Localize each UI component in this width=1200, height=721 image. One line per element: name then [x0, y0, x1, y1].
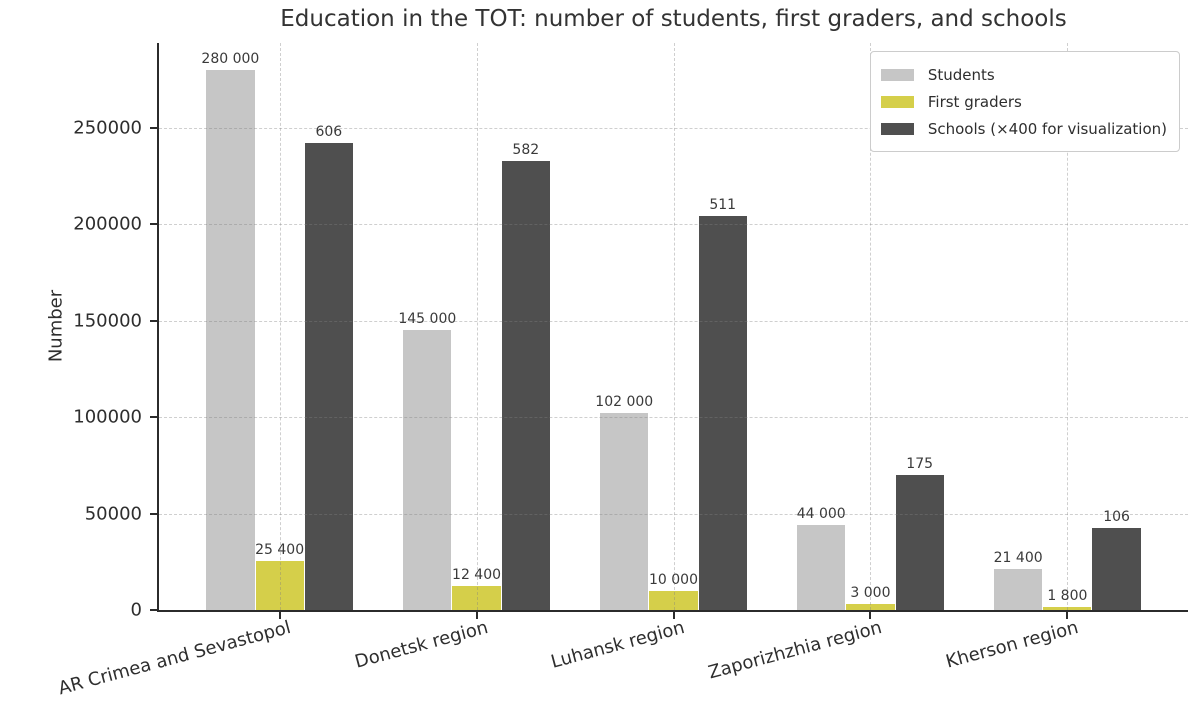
x-tick-mark	[1066, 612, 1069, 619]
x-tick-label: Zaporizhzhia region	[705, 617, 884, 684]
bar-value-label: 25 400	[255, 542, 305, 558]
y-tick-label: 0	[130, 599, 142, 621]
bar-value-label: 12 400	[452, 567, 502, 584]
y-tick-mark	[150, 609, 157, 611]
bar-students	[600, 413, 649, 610]
bar-schools-400-for-visualization	[895, 475, 944, 610]
bar-students	[403, 330, 452, 610]
gridline-vertical	[476, 43, 478, 610]
gridline-vertical	[1067, 43, 1069, 610]
bar-value-label: 106	[1103, 509, 1130, 526]
y-tick-mark	[150, 319, 157, 322]
legend-row-first-graders: First graders	[880, 88, 1167, 115]
bar-schools-400-for-visualization	[1092, 528, 1141, 610]
y-tick-label: 150000	[73, 310, 142, 332]
x-tick-label: Luhansk region	[548, 617, 687, 673]
x-tick-mark	[869, 612, 872, 619]
x-tick-label: Kherson region	[943, 617, 1081, 673]
x-tick-mark	[475, 612, 478, 619]
y-tick-mark	[150, 126, 157, 129]
gridline-horizontal	[159, 417, 1188, 419]
y-tick-label: 250000	[73, 117, 142, 139]
bar-value-label: 21 400	[993, 549, 1043, 566]
bar-value-label: 606	[315, 123, 343, 140]
bar-schools-400-for-visualization	[304, 142, 353, 610]
x-tick-label: Donetsk region	[352, 617, 490, 673]
bar-first-graders	[846, 604, 895, 610]
bar-value-label: 145 000	[398, 311, 457, 328]
bar-value-label: 102 000	[595, 394, 654, 411]
y-tick-label: 100000	[73, 406, 142, 428]
legend-swatch-schools-400-for-visualization	[880, 122, 914, 135]
gridline-vertical	[870, 43, 872, 610]
y-axis-label: Number	[45, 289, 67, 363]
bar-value-label: 44 000	[796, 506, 846, 523]
legend-row-schools-400-for-visualization: Schools (×400 for visualization)	[880, 115, 1167, 142]
bar-value-label: 1 800	[1047, 587, 1088, 604]
bar-schools-400-for-visualization	[698, 215, 747, 610]
bar-value-label: 3 000	[850, 585, 891, 602]
bar-students	[797, 525, 846, 610]
bar-students	[206, 70, 255, 610]
legend-swatch-students	[880, 68, 914, 81]
legend-label: First graders	[927, 92, 1022, 111]
bar-value-label: 582	[512, 142, 540, 159]
bar-value-label: 10 000	[649, 571, 698, 588]
gridline-horizontal	[159, 513, 1188, 515]
bar-value-label: 175	[906, 456, 934, 472]
bar-first-graders	[255, 561, 304, 610]
gridline-horizontal	[159, 127, 1188, 129]
gridline-vertical	[279, 43, 281, 610]
y-tick-mark	[150, 416, 157, 419]
legend-label: Students	[927, 65, 995, 84]
bar-first-graders	[1043, 606, 1092, 610]
bar-students	[994, 568, 1043, 610]
x-tick-label: AR Crimea and Sevastopol	[56, 617, 294, 700]
legend-row-students: Students	[880, 61, 1167, 88]
legend-swatch-first-graders	[880, 95, 914, 108]
gridline-horizontal	[159, 320, 1188, 322]
bar-value-label: 280 000	[201, 51, 260, 67]
bar-schools-400-for-visualization	[501, 161, 550, 610]
gridline-vertical	[673, 43, 675, 610]
plot-area: 280 000 145 000 102 000 44 000 21 400 25 400 1…	[157, 43, 1188, 612]
x-tick-mark	[672, 612, 675, 619]
y-tick-label: 200000	[73, 213, 142, 235]
legend-rows: Students First graders Schools (×400 for v…	[880, 61, 1167, 142]
y-tick-mark	[150, 223, 157, 226]
bar-value-label: 511	[709, 196, 737, 213]
bar-first-graders	[452, 586, 501, 610]
y-tick-label: 50000	[84, 503, 142, 525]
chart-title: Education in the TOT: number of students…	[280, 6, 1067, 32]
legend: Students First graders Schools (×400 for v…	[869, 51, 1180, 152]
x-tick-mark	[278, 612, 281, 619]
gridline-horizontal	[159, 224, 1188, 226]
legend-label: Schools (×400 for visualization)	[927, 119, 1167, 138]
bar-first-graders	[649, 590, 698, 610]
y-axis-spine	[157, 43, 159, 612]
y-tick-mark	[150, 512, 157, 515]
x-axis-spine	[157, 610, 1188, 612]
